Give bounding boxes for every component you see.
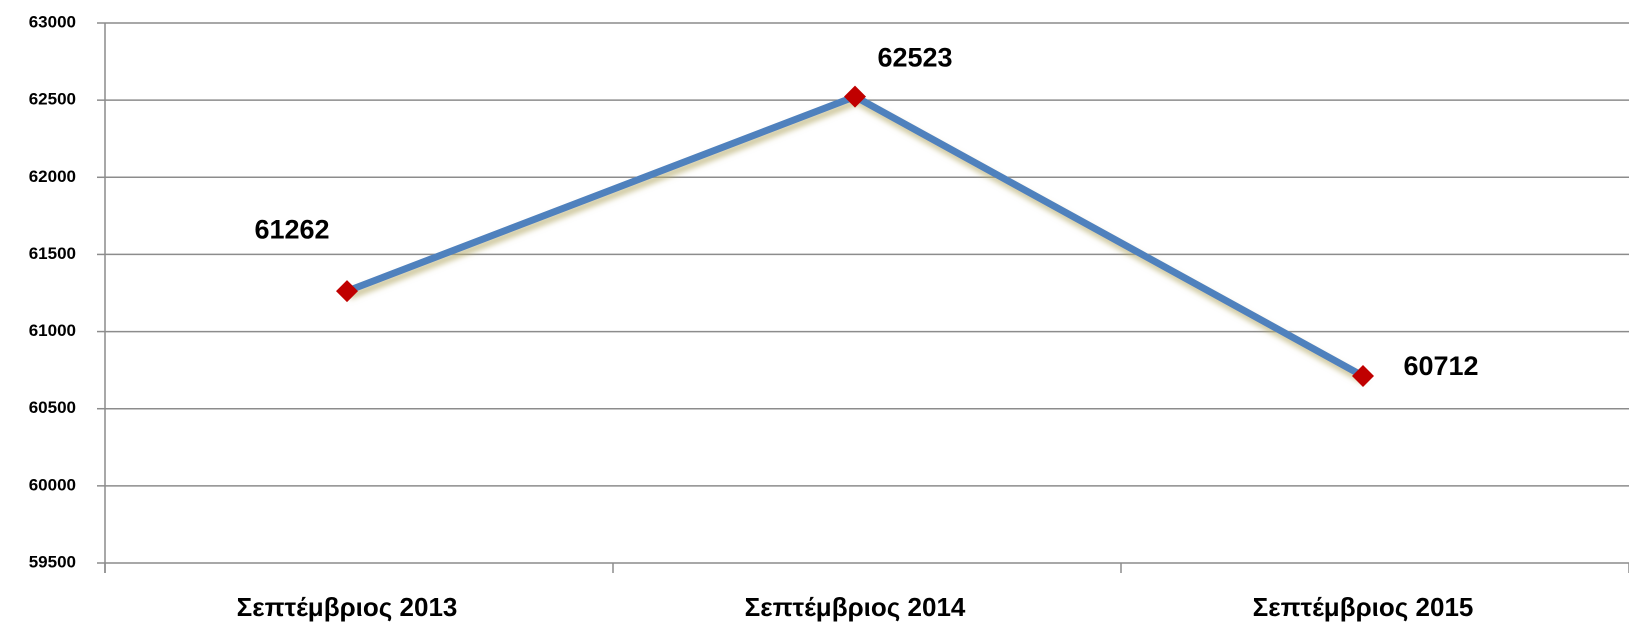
y-tick-label: 60000 (29, 475, 76, 494)
x-tick-label: Σεπτέμβριος 2015 (1253, 592, 1474, 622)
y-tick-label: 60500 (29, 398, 76, 417)
y-tick-label: 61500 (29, 244, 76, 263)
data-label: 60712 (1403, 351, 1478, 381)
marker (1352, 365, 1374, 388)
y-tick-label: 59500 (29, 552, 76, 571)
y-tick-label: 62000 (29, 167, 76, 186)
marker (336, 280, 358, 303)
line (345, 93, 1365, 380)
marker (844, 85, 866, 108)
x-tick-label: Σεπτέμβριος 2014 (745, 592, 966, 622)
y-tick-label: 61000 (29, 321, 76, 340)
x-tick-label: Σεπτέμβριος 2013 (237, 592, 458, 622)
y-tick-label: 63000 (29, 12, 76, 31)
data-label: 62523 (877, 43, 952, 73)
y-tick-label: 62500 (29, 90, 76, 109)
data-label: 61262 (254, 214, 329, 244)
